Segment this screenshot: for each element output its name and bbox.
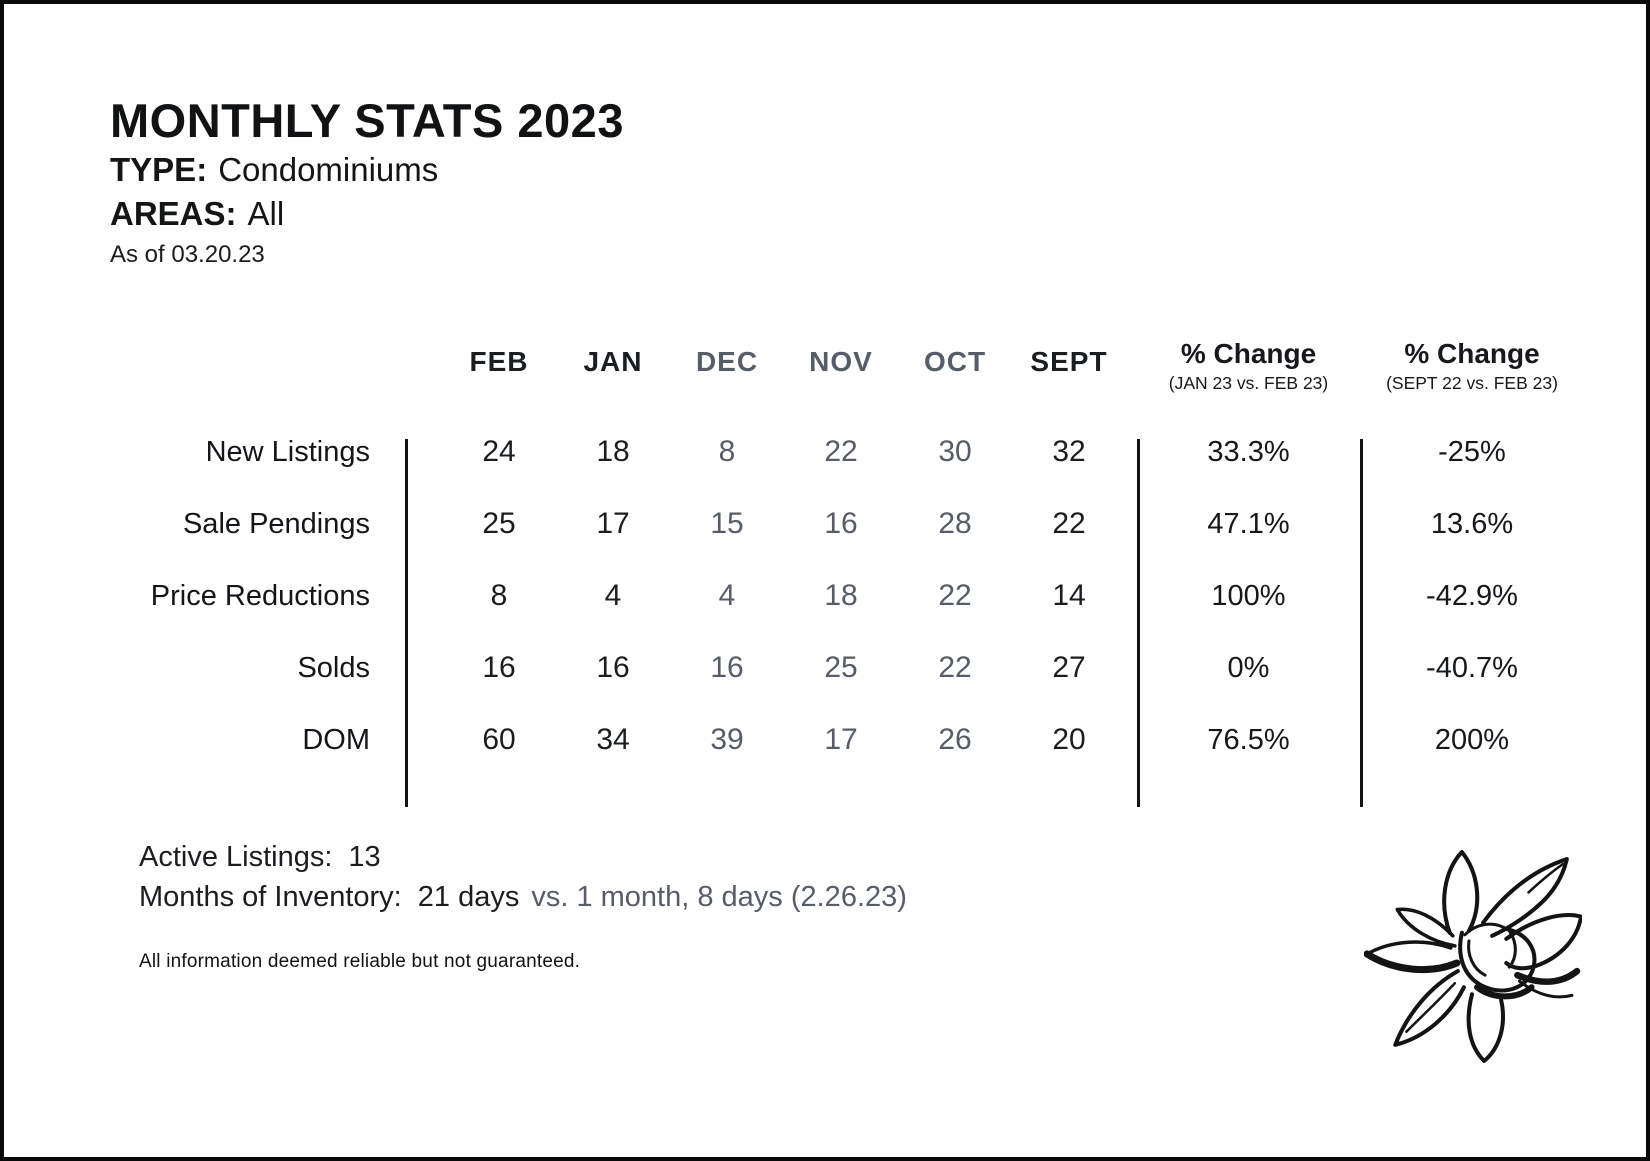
pct-change-value: 47.1% xyxy=(1207,507,1290,540)
cell-value: 4 xyxy=(718,579,736,612)
table-row: DOM 60 34 39 17 26 20 76.5% 200% xyxy=(114,704,1584,776)
column-header-feb: FEB xyxy=(469,346,529,377)
areas-label: AREAS: xyxy=(110,195,237,232)
row-label: Sale Pendings xyxy=(182,507,370,540)
pct-change-value: 100% xyxy=(1211,579,1286,612)
cell-value: 17 xyxy=(596,507,630,540)
cell-value: 25 xyxy=(482,507,516,540)
cell-value: 20 xyxy=(1052,723,1086,756)
cell-value: 18 xyxy=(824,579,858,612)
cell-value: 16 xyxy=(710,651,744,684)
table-header-row: FEB JAN DEC NOV OCT SEPT % Change (JAN 2… xyxy=(114,322,1584,416)
cell-value: 8 xyxy=(490,579,508,612)
cell-value: 22 xyxy=(938,579,972,612)
table-row: Solds 16 16 16 25 22 27 0% -40.7% xyxy=(114,632,1584,704)
type-line: TYPE: Condominiums xyxy=(110,148,624,192)
pct-change-value: 13.6% xyxy=(1430,507,1514,540)
cell-value: 22 xyxy=(824,435,858,468)
pct-change-value: -25% xyxy=(1438,435,1506,468)
stats-table: FEB JAN DEC NOV OCT SEPT % Change (JAN 2… xyxy=(114,322,1584,807)
column-header-pct-change-jan: % Change (JAN 23 vs. FEB 23) xyxy=(1168,338,1329,394)
active-listings-label: Active Listings: xyxy=(139,841,333,873)
page-title: MONTHLY STATS 2023 xyxy=(110,94,624,147)
pct-change-value: 76.5% xyxy=(1207,723,1290,756)
cell-value: 34 xyxy=(596,723,630,756)
column-header-oct: OCT xyxy=(923,346,987,377)
cell-value: 16 xyxy=(596,651,630,684)
column-divider-pct-jan xyxy=(1137,439,1140,807)
pct-change-value: 200% xyxy=(1434,723,1510,756)
row-label: New Listings xyxy=(205,435,370,468)
table-row: New Listings 24 18 8 22 30 32 33.3% -25% xyxy=(114,416,1584,488)
pct-change-value: 0% xyxy=(1227,651,1270,684)
column-header-pct-change-sept: % Change (SEPT 22 vs. FEB 23) xyxy=(1386,338,1558,394)
cell-value: 4 xyxy=(604,579,622,612)
cell-value: 26 xyxy=(938,723,972,756)
table-body: New Listings 24 18 8 22 30 32 33.3% -25%… xyxy=(114,416,1584,776)
areas-line: AREAS: All xyxy=(110,192,624,236)
cell-value: 14 xyxy=(1052,579,1086,612)
cell-value: 24 xyxy=(482,435,516,468)
disclaimer-text: All information deemed reliable but not … xyxy=(139,951,581,972)
cell-value: 30 xyxy=(938,435,972,468)
column-header-jan: JAN xyxy=(583,346,643,377)
cell-value: 16 xyxy=(482,651,516,684)
cell-value: 17 xyxy=(824,723,858,756)
column-header-nov: NOV xyxy=(809,346,873,377)
cell-value: 16 xyxy=(824,507,858,540)
cell-value: 25 xyxy=(824,651,858,684)
cell-value: 60 xyxy=(482,723,516,756)
as-of-date: As of 03.20.23 xyxy=(110,241,265,268)
column-divider-pct-sept xyxy=(1360,439,1363,807)
cell-value: 28 xyxy=(938,507,972,540)
cell-value: 18 xyxy=(596,435,630,468)
inventory-comparison: vs. 1 month, 8 days (2.26.23) xyxy=(531,881,907,913)
table-row: Sale Pendings 25 17 15 16 28 22 47.1% 13… xyxy=(114,488,1584,560)
cell-value: 39 xyxy=(710,723,744,756)
cell-value: 22 xyxy=(1052,507,1086,540)
inventory-label: Months of Inventory: xyxy=(139,881,402,913)
cell-value: 8 xyxy=(718,435,736,468)
pct-change-value: 33.3% xyxy=(1207,435,1290,468)
column-header-dec: DEC xyxy=(695,346,759,377)
cell-value: 22 xyxy=(938,651,972,684)
inventory-value: 21 days xyxy=(417,881,520,913)
cell-value: 15 xyxy=(710,507,744,540)
type-label: TYPE: xyxy=(110,151,208,188)
areas-value: All xyxy=(247,195,285,232)
row-label: Price Reductions xyxy=(150,579,370,612)
pct-change-value: -42.9% xyxy=(1426,579,1518,612)
header-block: MONTHLY STATS 2023 TYPE: Condominiums ARE… xyxy=(110,94,624,271)
row-label: DOM xyxy=(302,723,370,756)
pct-change-value: -40.7% xyxy=(1426,651,1518,684)
footer-block: Active Listings: 13 Months of Inventory: 2… xyxy=(139,837,907,975)
magnolia-flower-icon xyxy=(1363,850,1584,1064)
active-listings-line: Active Listings: 13 xyxy=(139,837,907,877)
column-divider-labels xyxy=(405,439,408,807)
column-header-sept: SEPT xyxy=(1030,346,1108,377)
active-listings-value: 13 xyxy=(348,841,381,873)
row-label: Solds xyxy=(297,651,370,684)
cell-value: 32 xyxy=(1052,435,1086,468)
table-row: Price Reductions 8 4 4 18 22 14 100% -42… xyxy=(114,560,1584,632)
type-value: Condominiums xyxy=(218,151,439,188)
cell-value: 27 xyxy=(1052,651,1086,684)
months-of-inventory-line: Months of Inventory: 21 days vs. 1 month, … xyxy=(139,877,907,917)
